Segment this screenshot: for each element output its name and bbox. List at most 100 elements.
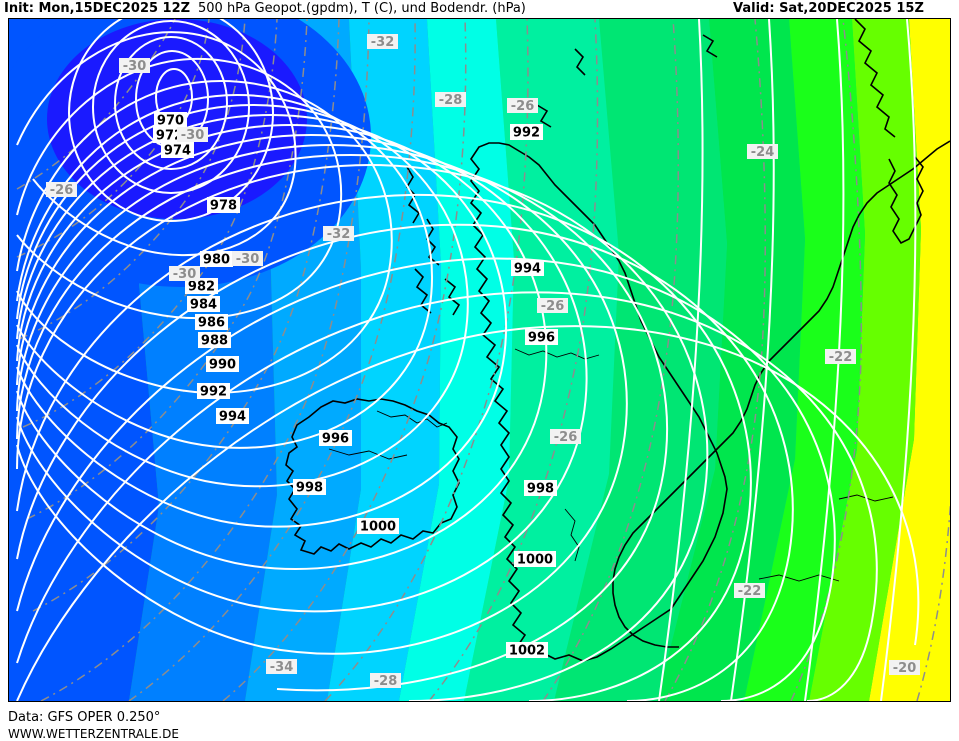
temperature-label-text: -30 (181, 128, 205, 143)
header-parameter-text: 500 hPa Geopot.(gpdm), T (C), und Bodend… (198, 1, 526, 16)
border-ireland-counties (328, 448, 408, 460)
coast-shetland (574, 48, 586, 76)
pressure-label-box (511, 260, 544, 276)
coast-islets (702, 34, 718, 58)
temperature-label-box (323, 226, 354, 241)
temperature-label-box (119, 58, 150, 73)
temperature-label-text: -26 (541, 299, 565, 314)
temperature-label-box (46, 182, 77, 197)
pressure-label-text: 988 (201, 334, 228, 349)
pressure-label-text: 1000 (517, 553, 553, 568)
temperature-label-text: -26 (511, 99, 535, 114)
temperature-label-box (266, 659, 297, 674)
pressure-label-text: 978 (210, 199, 237, 214)
temperature-label-text: -30 (123, 59, 147, 74)
pressure-label-text: 998 (527, 482, 554, 497)
pressure-label-box (200, 251, 233, 267)
pressure-label-text: 972 (156, 129, 183, 144)
pressure-label-box (506, 642, 548, 658)
pressure-label-box (198, 332, 231, 348)
pressure-label-box (357, 518, 399, 534)
pressure-label-text: 1002 (509, 644, 545, 659)
temperature-label-box (370, 673, 401, 688)
temperature-label-box (550, 429, 581, 444)
coast-norway (854, 19, 896, 138)
chart-footer: Data: GFS OPER 0.250° WWW.WETTERZENTRALE… (0, 703, 959, 741)
pressure-label-text: 970 (157, 114, 184, 129)
band-552 (869, 19, 950, 701)
temperature-label-text: -22 (829, 350, 853, 365)
temperature-label-text: -30 (173, 267, 197, 282)
pressure-label-text: 974 (164, 144, 191, 159)
band-532 (464, 19, 619, 701)
temperature-label-text: -24 (751, 145, 775, 160)
pressure-label-text: 994 (514, 262, 541, 277)
coast-denmark (888, 156, 924, 245)
temperature-label-box (889, 660, 920, 675)
border-france-belgium (758, 574, 840, 582)
temperature-label-box (747, 144, 778, 159)
pressure-label-text: 990 (209, 358, 236, 373)
pressure-label-box (185, 278, 218, 294)
pressure-label-box (319, 430, 352, 446)
temperature-label-text: -26 (554, 430, 578, 445)
pressure-label-text: 992 (513, 126, 540, 141)
temperature-label-box (367, 34, 398, 49)
pressure-label-text: 994 (219, 410, 246, 425)
pressure-label-text: 982 (188, 280, 215, 295)
pressure-label-box (514, 551, 556, 567)
temperature-label-text: -34 (270, 660, 294, 675)
pressure-label-box (195, 314, 228, 330)
pressure-label-text: 980 (203, 253, 230, 268)
pressure-label-box (510, 124, 543, 140)
band-536 (554, 19, 727, 701)
coast-continental-europe (612, 140, 950, 648)
pressure-label-text: 984 (190, 298, 217, 313)
temperature-label-box (537, 298, 568, 313)
chart-header: Init: Mon,15DEC2025 12Z 500 hPa Geopot.(… (0, 0, 959, 18)
temperature-label-box (507, 98, 538, 113)
band-528 (399, 19, 514, 701)
pressure-label-text: 1000 (360, 520, 396, 535)
temperature-label-box (435, 92, 466, 107)
pressure-label-text: 992 (200, 385, 227, 400)
pressure-label-box (207, 197, 240, 213)
pressure-label-box (293, 479, 326, 495)
temperature-label-box (825, 349, 856, 364)
border-ni-roi (376, 410, 448, 428)
pressure-label-box (206, 356, 239, 372)
temperature-label-box (734, 583, 765, 598)
data-source-text: Data: GFS OPER 0.250° (8, 710, 161, 725)
pressure-label-box (216, 408, 249, 424)
header-valid-text: Valid: Sat,20DEC2025 15Z (733, 1, 924, 16)
map-panel[interactable]: 970 972 974 978 980 982 984 986 988 990 992 994 996 9… (8, 18, 951, 702)
temperature-label-box (232, 251, 263, 266)
coast-orkney (536, 104, 552, 128)
website-text: WWW.WETTERZENTRALE.DE (8, 727, 179, 741)
temperature-label-text: -32 (371, 35, 395, 50)
pressure-label-text: 996 (528, 331, 555, 346)
temperature-label-layer: -30 -26 -32 -28 -26 -30 -30 -30 -32 -24 -26 -22 -26 -… (46, 34, 920, 689)
pressure-label-text: 986 (198, 316, 225, 331)
temperature-label-text: -30 (236, 252, 260, 267)
pressure-label-text: 996 (322, 432, 349, 447)
border-wales (564, 508, 580, 562)
geopotential-fill-layer (9, 19, 950, 701)
temperature-label-text: -26 (50, 183, 74, 198)
pressure-label-box (525, 329, 558, 345)
pressure-label-box (187, 296, 220, 312)
temperature-label-text: -20 (893, 661, 917, 676)
pressure-label-box (161, 142, 194, 158)
coast-skye (444, 278, 461, 316)
temperature-label-box (169, 266, 200, 281)
coast-hebrides-3 (414, 268, 432, 314)
temperature-label-text: -32 (327, 227, 351, 242)
pressure-label-box (524, 480, 557, 496)
temperature-label-text: -22 (738, 584, 762, 599)
pressure-label-text: 998 (296, 481, 323, 496)
temperature-label-text: -28 (374, 674, 398, 689)
pressure-label-box (197, 383, 230, 399)
